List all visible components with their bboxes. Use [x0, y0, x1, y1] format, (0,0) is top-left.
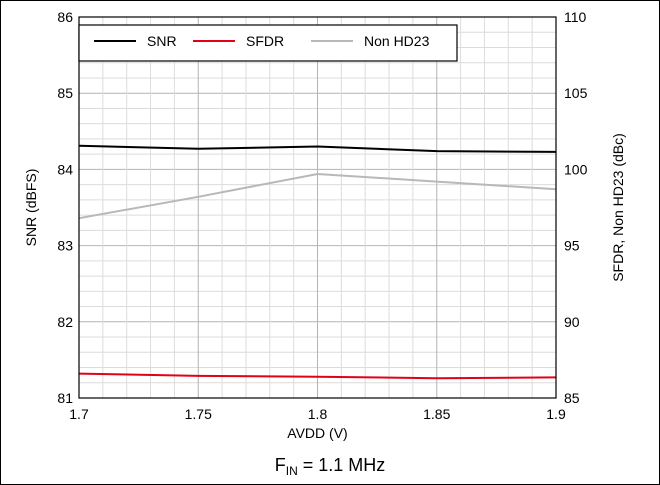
- legend: SNR SFDR Non HD23: [78, 24, 458, 62]
- condition-rest: = 1.1 MHz: [297, 455, 386, 475]
- x-tick-label: 1.9: [546, 406, 566, 422]
- y-right-tick-label: 95: [564, 238, 580, 254]
- condition-main: F: [274, 455, 286, 475]
- series-lines: [78, 144, 557, 380]
- series-line-sfdr: [78, 372, 557, 380]
- y-axis-left-title: SNR (dBFS): [23, 169, 39, 247]
- x-tick-label: 1.75: [185, 406, 212, 422]
- y-left-tick-label: 81: [57, 390, 73, 406]
- y-left-tick-label: 84: [57, 161, 73, 177]
- y-right-tick-label: 85: [564, 390, 580, 406]
- y-right-tick-label: 105: [564, 85, 588, 101]
- y-left-tick-label: 85: [57, 85, 73, 101]
- x-tick-label: 1.8: [308, 406, 328, 422]
- plot-border: [78, 16, 557, 399]
- legend-label-sfdr: SFDR: [246, 33, 284, 49]
- x-axis-title: AVDD (V): [287, 425, 347, 441]
- x-tick-label: 1.85: [423, 406, 450, 422]
- y-right-tick-label: 110: [564, 9, 587, 25]
- y-left-tick-label: 86: [57, 9, 73, 25]
- tick-labels: 1.7 1.75 1.8 1.85 1.9 81 82 83 84 85 86 85 90 95 100 10…: [57, 9, 587, 422]
- legend-label-snr: SNR: [147, 33, 177, 49]
- legend-box: [78, 24, 458, 62]
- legend-label-non-hd23: Non HD23: [364, 33, 430, 49]
- grid: [79, 17, 556, 398]
- x-tick-label: 1.7: [69, 406, 89, 422]
- test-condition-label: FIN = 1.1 MHz: [0, 455, 660, 478]
- condition-subscript: IN: [285, 464, 298, 478]
- y-left-tick-label: 82: [57, 314, 73, 330]
- y-axis-right-title: SFDR, Non HD23 (dBc): [610, 133, 626, 282]
- series-line-non-hd23: [78, 173, 557, 220]
- series-line-snr: [78, 144, 557, 153]
- y-left-tick-label: 83: [57, 238, 73, 254]
- y-right-tick-label: 100: [564, 161, 588, 177]
- y-right-tick-label: 90: [564, 314, 580, 330]
